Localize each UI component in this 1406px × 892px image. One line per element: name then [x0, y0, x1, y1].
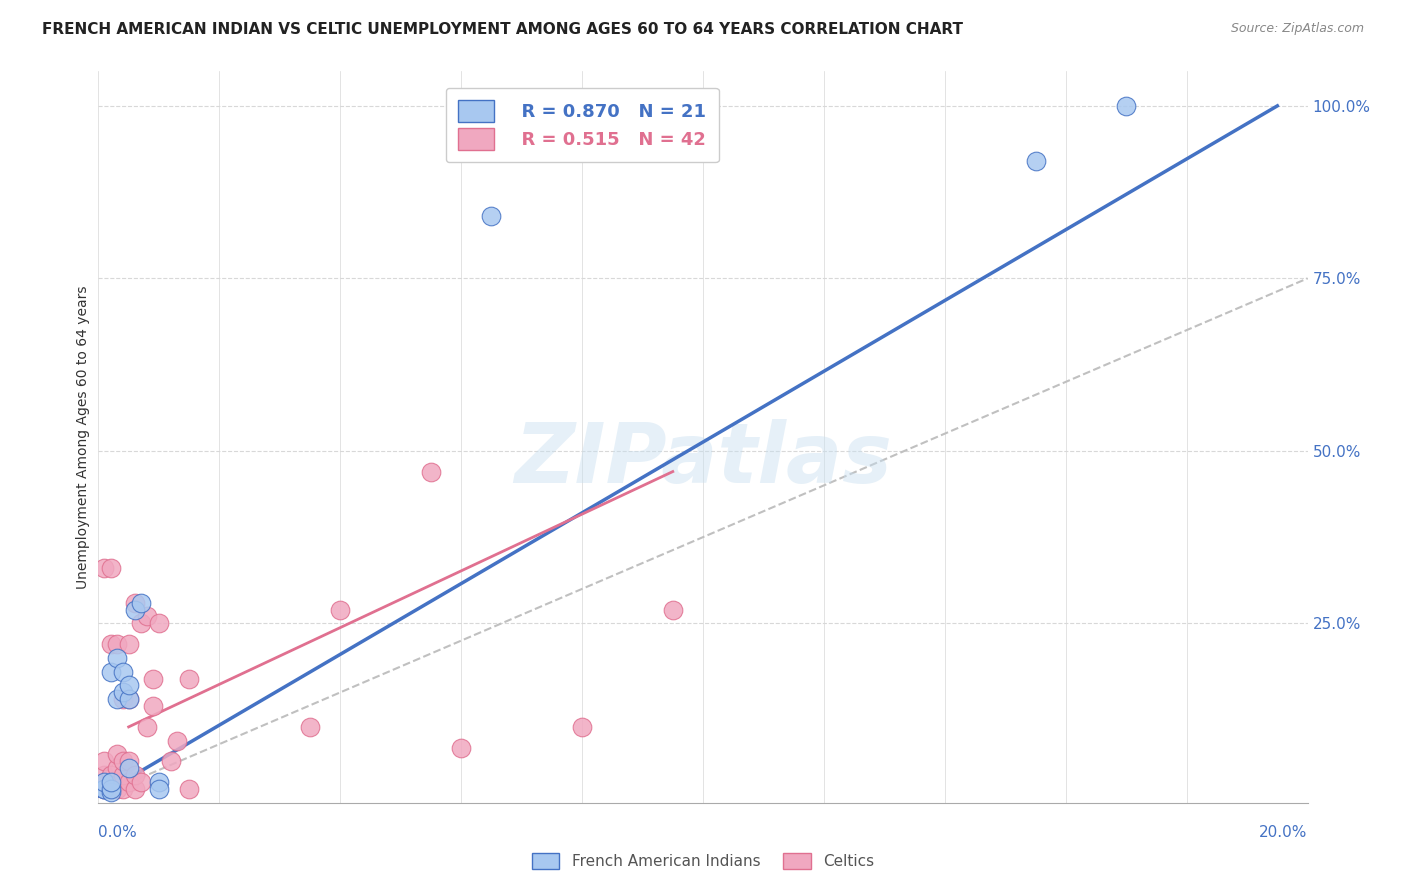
Point: [135, 720, 157, 734]
Point: [93, 782, 115, 797]
Point: [93, 755, 115, 769]
Point: [124, 596, 146, 610]
Point: [129, 596, 152, 610]
Text: ZIPatlas: ZIPatlas: [515, 418, 891, 500]
Legend:   R = 0.870   N = 21,   R = 0.515   N = 42: R = 0.870 N = 21, R = 0.515 N = 42: [446, 87, 718, 162]
Legend: French American Indians, Celtics: French American Indians, Celtics: [526, 847, 880, 875]
Text: Source: ZipAtlas.com: Source: ZipAtlas.com: [1230, 22, 1364, 36]
Point: [105, 775, 128, 789]
Point: [100, 785, 122, 799]
Point: [93, 561, 115, 575]
Point: [118, 755, 141, 769]
Text: 20.0%: 20.0%: [1260, 825, 1308, 839]
Point: [1024, 154, 1046, 169]
Point: [111, 768, 134, 782]
Point: [100, 782, 122, 797]
Point: [111, 685, 134, 699]
Point: [111, 665, 134, 679]
Point: [179, 672, 201, 686]
Point: [93, 775, 115, 789]
Point: [148, 616, 170, 631]
Point: [571, 720, 593, 734]
Point: [100, 561, 122, 575]
Point: [105, 782, 128, 797]
Text: 0.0%: 0.0%: [98, 825, 138, 839]
Point: [118, 775, 141, 789]
Point: [105, 747, 128, 762]
Point: [124, 768, 146, 782]
Point: [100, 775, 122, 789]
Point: [160, 755, 183, 769]
Point: [93, 768, 115, 782]
Point: [481, 209, 503, 223]
Point: [124, 782, 146, 797]
Point: [105, 651, 128, 665]
Point: [662, 602, 685, 616]
Point: [100, 782, 122, 797]
Point: [111, 782, 134, 797]
Point: [118, 692, 141, 706]
Point: [166, 733, 188, 747]
Point: [135, 609, 157, 624]
Text: FRENCH AMERICAN INDIAN VS CELTIC UNEMPLOYMENT AMONG AGES 60 TO 64 YEARS CORRELAT: FRENCH AMERICAN INDIAN VS CELTIC UNEMPLO…: [42, 22, 963, 37]
Point: [105, 692, 128, 706]
Point: [450, 740, 472, 755]
Point: [299, 720, 322, 734]
Point: [1115, 99, 1137, 113]
Point: [329, 602, 352, 616]
Point: [93, 775, 115, 789]
Point: [124, 602, 146, 616]
Point: [129, 775, 152, 789]
Point: [100, 768, 122, 782]
Point: [420, 465, 443, 479]
Point: [111, 755, 134, 769]
Y-axis label: Unemployment Among Ages 60 to 64 years: Unemployment Among Ages 60 to 64 years: [76, 285, 90, 589]
Point: [142, 699, 165, 714]
Point: [148, 775, 170, 789]
Point: [142, 672, 165, 686]
Point: [118, 637, 141, 651]
Point: [93, 782, 115, 797]
Point: [118, 692, 141, 706]
Point: [105, 637, 128, 651]
Point: [100, 665, 122, 679]
Point: [129, 616, 152, 631]
Point: [179, 782, 201, 797]
Point: [100, 637, 122, 651]
Point: [118, 761, 141, 775]
Point: [118, 678, 141, 692]
Point: [148, 782, 170, 797]
Point: [111, 692, 134, 706]
Point: [105, 761, 128, 775]
Point: [93, 782, 115, 797]
